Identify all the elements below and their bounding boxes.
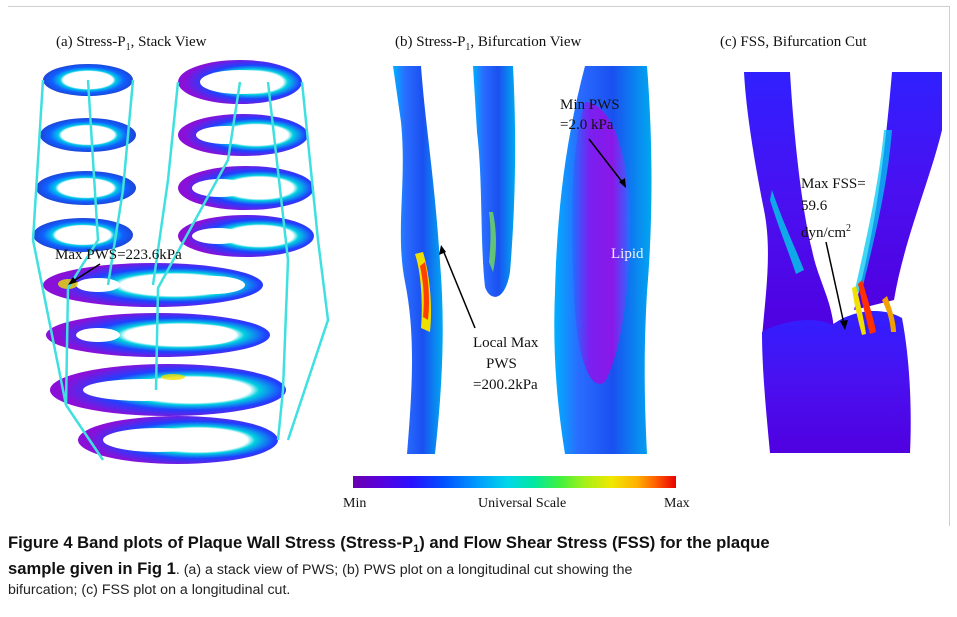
max-fss-label-3: dyn/cm2	[801, 223, 851, 241]
panel-a-stack-view	[31, 60, 330, 464]
panel-c-title: (c) FSS, Bifurcation Cut	[720, 34, 867, 50]
figure-frame	[8, 6, 950, 526]
panel-b-title: (b) Stress-P1, Bifurcation View	[395, 34, 582, 53]
min-pws-arrow	[588, 138, 626, 188]
lipid-label: Lipid	[611, 246, 644, 262]
local-max-arrow	[439, 245, 476, 329]
center-branch	[473, 66, 516, 297]
left-vessel	[744, 72, 834, 338]
min-pws-label-1: Min PWS	[560, 97, 620, 113]
right-vessel	[854, 72, 942, 310]
scale-max-label: Max	[664, 496, 690, 511]
local-max-label-1: Local Max	[473, 335, 539, 351]
stack-wireframe	[31, 79, 330, 461]
figure-caption: Figure 4 Band plots of Plaque Wall Stres…	[8, 533, 770, 598]
min-pws-label-2: =2.0 kPa	[560, 117, 614, 133]
max-fss-label-1: Max FSS=	[801, 176, 866, 192]
scale-min-label: Min	[343, 496, 367, 511]
common-vessel	[762, 310, 911, 453]
max-fss-label-2: 59.6	[801, 198, 828, 214]
max-pws-arrow	[68, 263, 101, 285]
panel-b-bifurcation-view	[393, 66, 652, 454]
local-max-label-3: =200.2kPa	[473, 377, 538, 393]
max-pws-label: Max PWS=223.6kPa	[55, 247, 182, 263]
max-fss-arrow	[825, 241, 848, 330]
scale-center-label: Universal Scale	[478, 496, 567, 511]
stack-slices	[33, 60, 314, 464]
panel-a-title: (a) Stress-P1, Stack View	[56, 34, 207, 53]
panel-c-fss-cut	[744, 72, 942, 453]
local-max-label-2: PWS	[486, 356, 517, 372]
universal-scale-bar	[353, 476, 676, 488]
